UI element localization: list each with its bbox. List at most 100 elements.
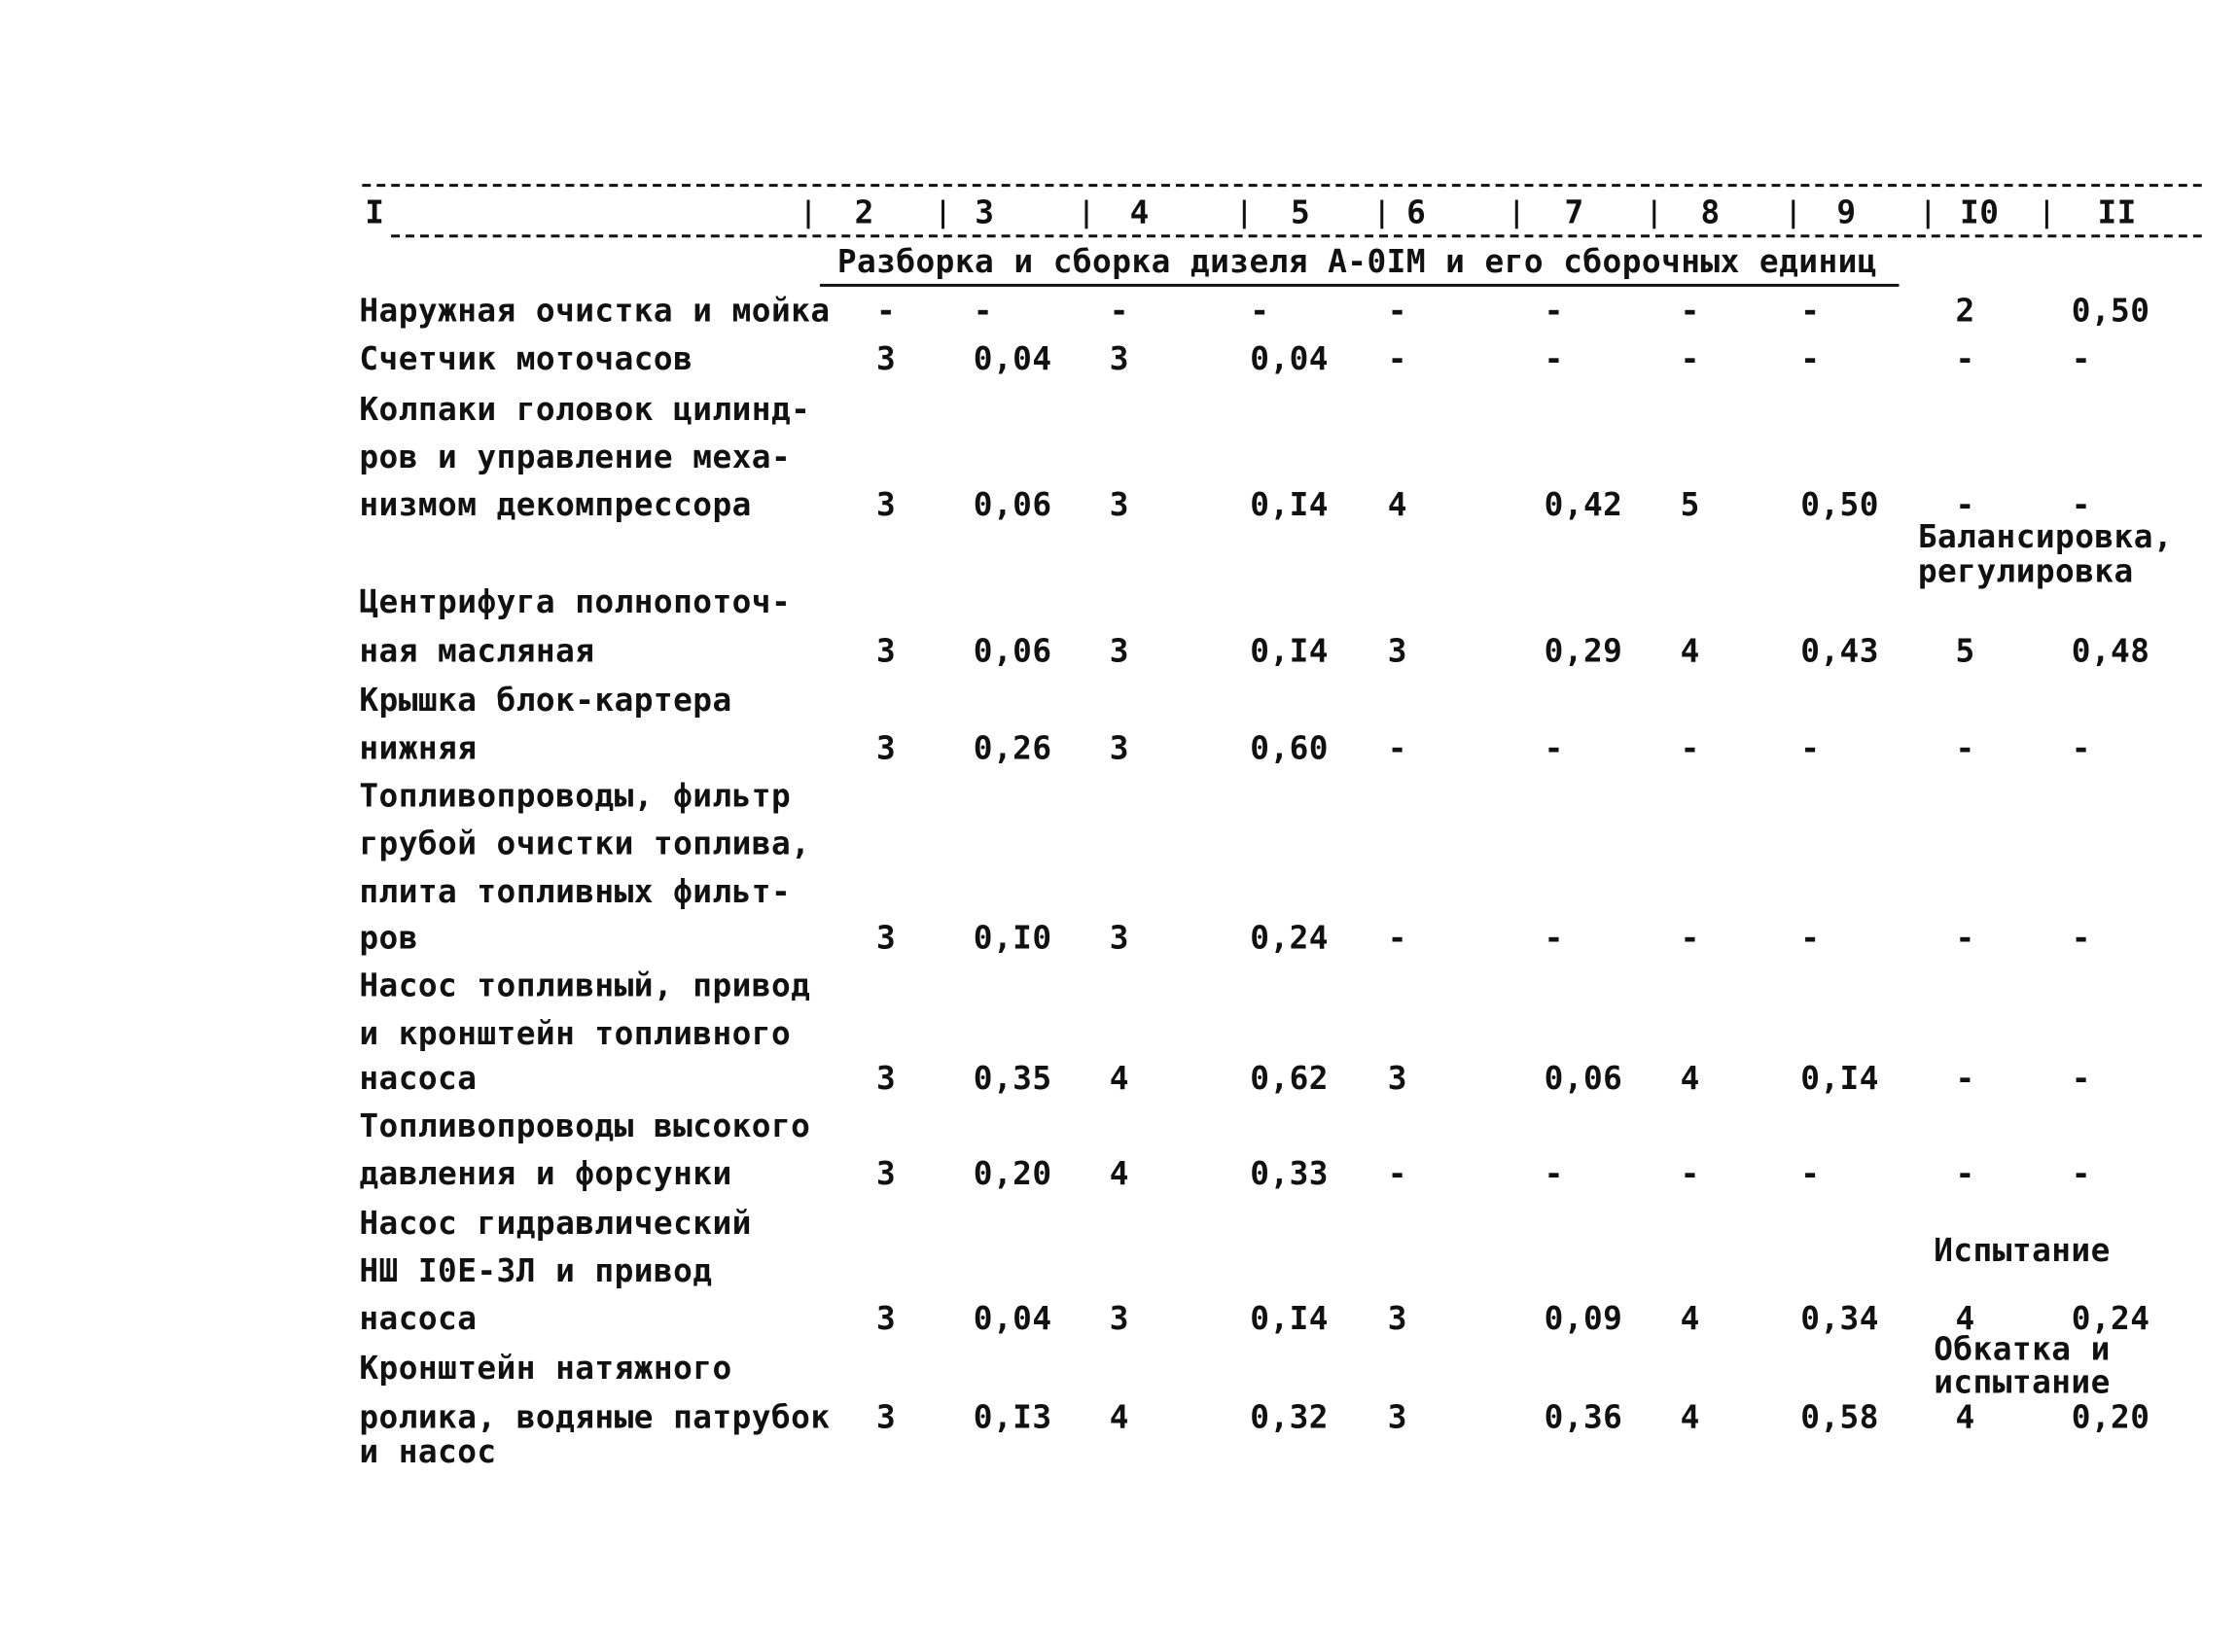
cell: -	[1387, 731, 1407, 768]
cell: -	[1544, 731, 1564, 768]
cell: -	[1387, 1156, 1407, 1194]
cell: 3	[1109, 341, 1129, 378]
row-name: грубой очистки топлива,	[359, 826, 811, 863]
column-separator	[2044, 199, 2048, 229]
cell: -	[2071, 921, 2091, 958]
column-separator	[1926, 199, 1930, 229]
cell: 3	[876, 487, 897, 525]
cell: 4	[1955, 1301, 1975, 1339]
row-name: ров	[359, 921, 418, 958]
cell: 3	[1387, 634, 1407, 671]
row-name: давления и форсунки	[359, 1156, 732, 1194]
cell: 0,62	[1250, 1061, 1329, 1098]
row-name: низмом декомпрессора	[359, 487, 752, 525]
cell: 3	[1109, 1301, 1129, 1339]
cell: 3	[1109, 487, 1129, 525]
cell: 3	[876, 1061, 897, 1098]
cell: 0,50	[2071, 294, 2150, 331]
cell: -	[1800, 731, 1821, 768]
column-number: 6	[1406, 195, 1427, 232]
cell: 0,I4	[1250, 1301, 1329, 1339]
cell: 3	[876, 1156, 897, 1194]
column-number: 8	[1700, 195, 1721, 232]
row-name: ролика, водяные патрубок	[359, 1400, 831, 1437]
cell: 3	[1109, 634, 1129, 671]
row-name: насоса	[359, 1061, 478, 1098]
cell: -	[1387, 294, 1407, 331]
cell: -	[1800, 294, 1821, 331]
cell: -	[973, 294, 993, 331]
row-name: НШ I0Е-3Л и привод	[359, 1253, 713, 1290]
cell: 0,42	[1544, 487, 1623, 525]
row-name: Топливопроводы высокого	[359, 1108, 811, 1146]
column-number: 9	[1836, 195, 1857, 232]
cell: 0,I3	[973, 1400, 1052, 1437]
row-name: Насос топливный, привод	[359, 968, 811, 1005]
row-name: Счетчик моточасов	[359, 341, 693, 378]
cell: -	[1109, 294, 1129, 331]
column-separator	[1652, 199, 1656, 229]
cell: -	[1955, 487, 1975, 525]
cell: 0,I0	[973, 921, 1052, 958]
cell: -	[1387, 341, 1407, 378]
cell-note: регулировка	[1917, 554, 2134, 591]
cell: 3	[876, 731, 897, 768]
column-separator	[1084, 199, 1088, 229]
cell: 0,04	[973, 1301, 1052, 1339]
cell: 0,04	[1250, 341, 1329, 378]
column-number: 2	[854, 195, 874, 232]
cell: -	[876, 294, 897, 331]
cell: 3	[876, 634, 897, 671]
cell: 0,20	[973, 1156, 1052, 1194]
cell: 3	[876, 1400, 897, 1437]
cell: 3	[876, 1301, 897, 1339]
row-name: Колпаки головок цилинд-	[359, 392, 811, 429]
cell: 0,58	[1800, 1400, 1879, 1437]
cell: -	[2071, 341, 2091, 378]
row-name: Кронштейн натяжного	[359, 1351, 732, 1388]
cell: -	[1544, 921, 1564, 958]
title-underline	[819, 283, 1900, 287]
cell: 4	[1109, 1400, 1129, 1437]
cell: 4	[1680, 1301, 1700, 1339]
cell: 0,09	[1544, 1301, 1623, 1339]
cell: -	[2071, 1061, 2091, 1098]
cell: -	[2071, 1156, 2091, 1194]
cell: -	[1544, 1156, 1564, 1194]
cell: 3	[876, 921, 897, 958]
column-number: 4	[1129, 195, 1150, 232]
cell: 4	[1109, 1156, 1129, 1194]
cell: 5	[1955, 634, 1975, 671]
cell: -	[1680, 341, 1700, 378]
cell: -	[1800, 1156, 1821, 1194]
cell: 0,50	[1800, 487, 1879, 525]
row-name: плита топливных фильт-	[359, 874, 792, 911]
cell-note: испытание	[1934, 1365, 2111, 1402]
cell: 3	[876, 341, 897, 378]
cell-note: Испытание	[1934, 1233, 2111, 1271]
cell: -	[1955, 1061, 1975, 1098]
cell: 0,I4	[1250, 634, 1329, 671]
cell: -	[1680, 1156, 1700, 1194]
column-number: 7	[1564, 195, 1584, 232]
cell: 0,33	[1250, 1156, 1329, 1194]
cell: 0,06	[973, 487, 1052, 525]
cell: 0,24	[1250, 921, 1329, 958]
cell: -	[2071, 731, 2091, 768]
cell: -	[1250, 294, 1270, 331]
row-name: и насос	[359, 1434, 497, 1472]
cell: -	[1387, 921, 1407, 958]
column-separator	[1380, 199, 1384, 229]
column-number: II	[2097, 195, 2137, 232]
cell: 4	[1680, 1400, 1700, 1437]
row-name: Центрифуга полнопоточ-	[359, 584, 792, 621]
row-name: нижняя	[359, 731, 478, 768]
cell: -	[1955, 921, 1975, 958]
cell: 3	[1109, 731, 1129, 768]
cell: -	[2071, 487, 2091, 525]
cell: 0,04	[973, 341, 1052, 378]
cell: 0,24	[2071, 1301, 2150, 1339]
cell: -	[1544, 294, 1564, 331]
row-name: ная масляная	[359, 634, 595, 671]
